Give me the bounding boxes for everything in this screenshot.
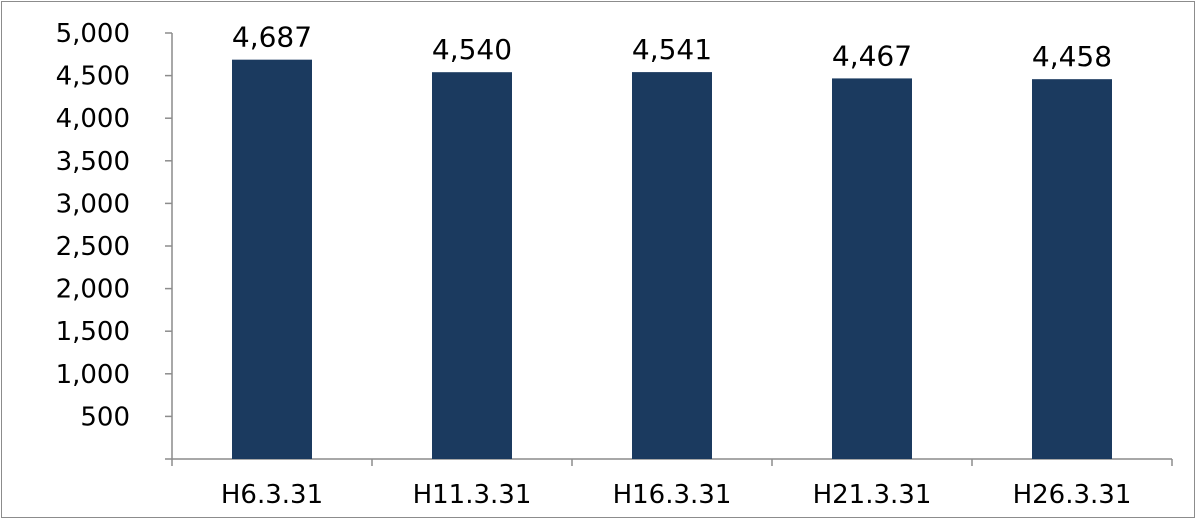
data-label: 4,540 [432, 33, 512, 66]
bar [1032, 79, 1112, 459]
y-tick-label: 3,000 [56, 189, 130, 219]
y-tick-label: 500 [80, 402, 130, 432]
y-axis: 500 1,000 1,500 2,000 2,500 3,000 3,500 4,000 4,… [56, 19, 173, 459]
x-tick-label: H26.3.31 [1013, 480, 1132, 510]
data-label: 4,467 [832, 39, 912, 72]
x-tick-label: H16.3.31 [613, 480, 732, 510]
x-axis: H6.3.31 H11.3.31 H16.3.31 H21.3.31 H26.3.31 [165, 458, 1173, 510]
bar [232, 59, 312, 459]
y-tick-label: 4,000 [56, 104, 130, 134]
bar [832, 78, 912, 460]
y-tick-label: 1,500 [56, 317, 130, 347]
bars [232, 59, 1112, 460]
data-label: 4,687 [232, 21, 312, 54]
data-label: 4,541 [632, 33, 712, 66]
y-tick-label: 5,000 [56, 19, 130, 49]
y-tick-label: 1,000 [56, 360, 130, 390]
y-tick-label: 2,000 [56, 275, 130, 305]
data-labels: 4,687 4,540 4,541 4,467 4,458 [232, 21, 1112, 74]
x-tick-label: H6.3.31 [221, 480, 323, 510]
data-label: 4,458 [1032, 40, 1112, 73]
x-tick-label: H21.3.31 [813, 480, 932, 510]
bar [632, 72, 712, 459]
bar [432, 72, 512, 459]
y-tick-label: 4,500 [56, 62, 130, 92]
y-tick-label: 2,500 [56, 232, 130, 262]
y-tick-label: 3,500 [56, 147, 130, 177]
x-tick-label: H11.3.31 [413, 480, 532, 510]
